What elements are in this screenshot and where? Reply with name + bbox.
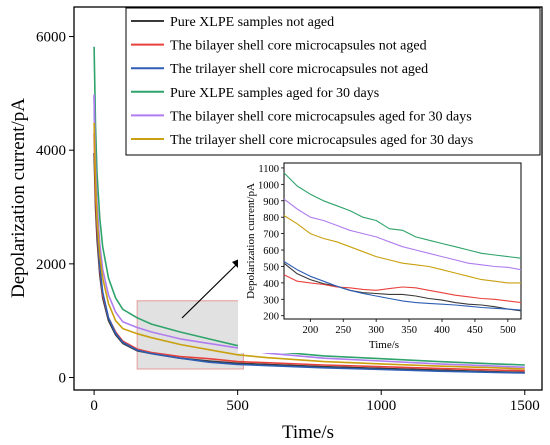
inset-x-tick-label: 300: [368, 325, 384, 336]
y-tick-label: 2000: [36, 257, 66, 273]
inset-series-line-2: [283, 274, 522, 304]
x-axis-title: Time/s: [282, 422, 334, 443]
inset-y-tick-label: 1000: [258, 180, 279, 191]
inset-series-line-5: [283, 198, 522, 271]
main-axis-ticks: 0 500 1000 1500 0 2000 4000 6000: [36, 30, 540, 414]
inset-x-tick-label: 450: [467, 325, 483, 336]
inset-series-line-1: [283, 262, 522, 312]
inset-x-tick-label: 400: [434, 325, 450, 336]
y-tick-label: 0: [59, 370, 67, 386]
legend-label-4: Pure XLPE samples aged for 30 days: [170, 86, 379, 101]
inset-x-tick-label: 350: [401, 325, 417, 336]
zoom-arrow: [181, 262, 239, 319]
inset-x-tick-label: 250: [335, 325, 351, 336]
main-series-line-4: [93, 46, 525, 366]
inset-axis-ticks: 200 250 300 350 400 450 500 200 300 400 500 600 700 8…: [258, 164, 516, 336]
legend-box: [125, 7, 541, 156]
main-series-group: [93, 46, 525, 374]
inset-y-tick-label: 300: [263, 295, 279, 306]
main-plot-frame: [73, 6, 543, 391]
inset-y-tick-label: 800: [263, 213, 279, 224]
inset-y-tick-label: 900: [263, 197, 279, 208]
main-series-line-5: [93, 94, 525, 369]
legend-label-3: The trilayer shell core microcapsules no…: [170, 62, 428, 77]
inset-y-tick-label: 200: [263, 312, 279, 323]
legend-label-2: The bilayer shell core microcapsules not…: [170, 39, 427, 54]
inset-y-tick-label: 1100: [258, 164, 279, 175]
legend-label-6: The trilayer shell core microcapsules ag…: [170, 133, 473, 148]
inset-y-tick-label: 600: [263, 246, 279, 257]
x-tick-label: 1500: [510, 398, 540, 414]
legend-label-1: Pure XLPE samples not aged: [170, 15, 334, 30]
y-axis-title: Depolarization current/pA: [8, 98, 29, 298]
inset-series-line-3: [283, 261, 522, 311]
inset-series-line-4: [283, 172, 522, 259]
inset-x-tick-label: 200: [302, 325, 318, 336]
legend: Pure XLPE samples not aged The bilayer sh…: [131, 15, 473, 148]
y-tick-label: 6000: [36, 30, 66, 46]
inset-series-line-6: [283, 215, 521, 284]
x-tick-label: 500: [226, 398, 249, 414]
inset-y-tick-label: 700: [263, 230, 279, 241]
legend-label-5: The bilayer shell core microcapsules age…: [170, 109, 472, 124]
y-tick-label: 4000: [36, 143, 66, 159]
main-series-line-3: [93, 96, 525, 374]
inset-plot-frame: [283, 162, 522, 320]
x-tick-label: 1000: [366, 398, 396, 414]
inset-y-tick-label: 400: [263, 279, 279, 290]
main-series-line-6: [93, 122, 525, 370]
inset-x-axis-title: Time/s: [369, 339, 399, 351]
inset-background: [238, 158, 540, 353]
inset-y-axis-title: Depolarization current/pA: [245, 183, 257, 299]
x-tick-label: 0: [90, 398, 98, 414]
inset-y-tick-label: 500: [263, 262, 279, 273]
inset-series-group: [283, 172, 522, 312]
inset-x-tick-label: 500: [500, 325, 516, 336]
